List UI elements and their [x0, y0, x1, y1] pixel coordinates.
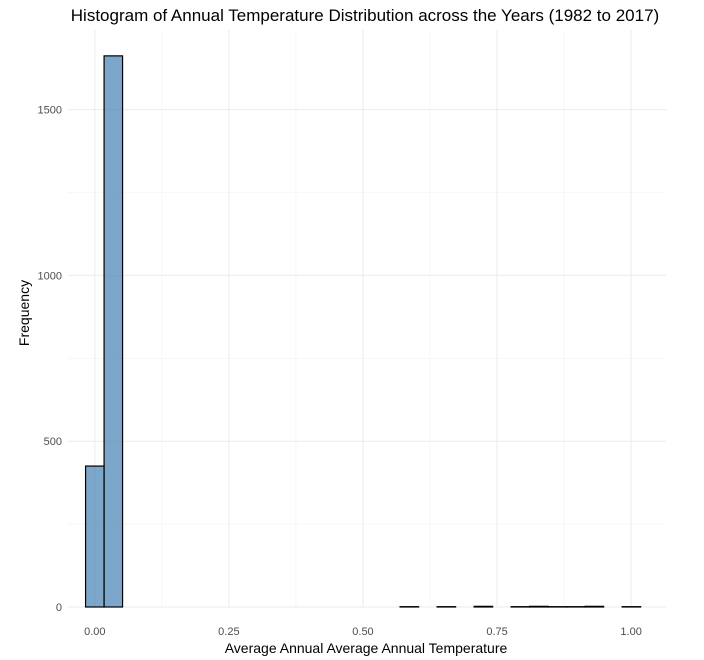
x-axis-ticks: 0.00 0.25 0.50 0.75 1.00: [84, 626, 642, 638]
y-tick-label: 1500: [38, 105, 62, 117]
y-tick-label: 1000: [38, 270, 62, 282]
y-tick-label: 0: [56, 602, 62, 614]
grid-lines: [68, 30, 666, 608]
x-tick-label: 0.00: [84, 626, 105, 638]
x-tick-label: 0.50: [352, 626, 373, 638]
chart-title: Histogram of Annual Temperature Distribu…: [71, 6, 659, 25]
x-axis-title: Average Annual Average Annual Temperatur…: [225, 640, 508, 656]
histogram-bar: [103, 55, 124, 608]
x-tick-label: 0.75: [486, 626, 507, 638]
x-tick-label: 1.00: [620, 626, 641, 638]
histogram-bar: [584, 605, 605, 608]
x-tick-label: 0.25: [218, 626, 239, 638]
histogram-bar: [529, 605, 549, 608]
y-axis-ticks: 0 500 1000 1500: [38, 105, 62, 614]
histogram-bar: [473, 605, 494, 608]
histogram-bars: [84, 55, 642, 608]
histogram-bar: [84, 465, 105, 608]
y-tick-label: 500: [44, 436, 62, 448]
y-axis-title: Frequency: [16, 280, 32, 346]
